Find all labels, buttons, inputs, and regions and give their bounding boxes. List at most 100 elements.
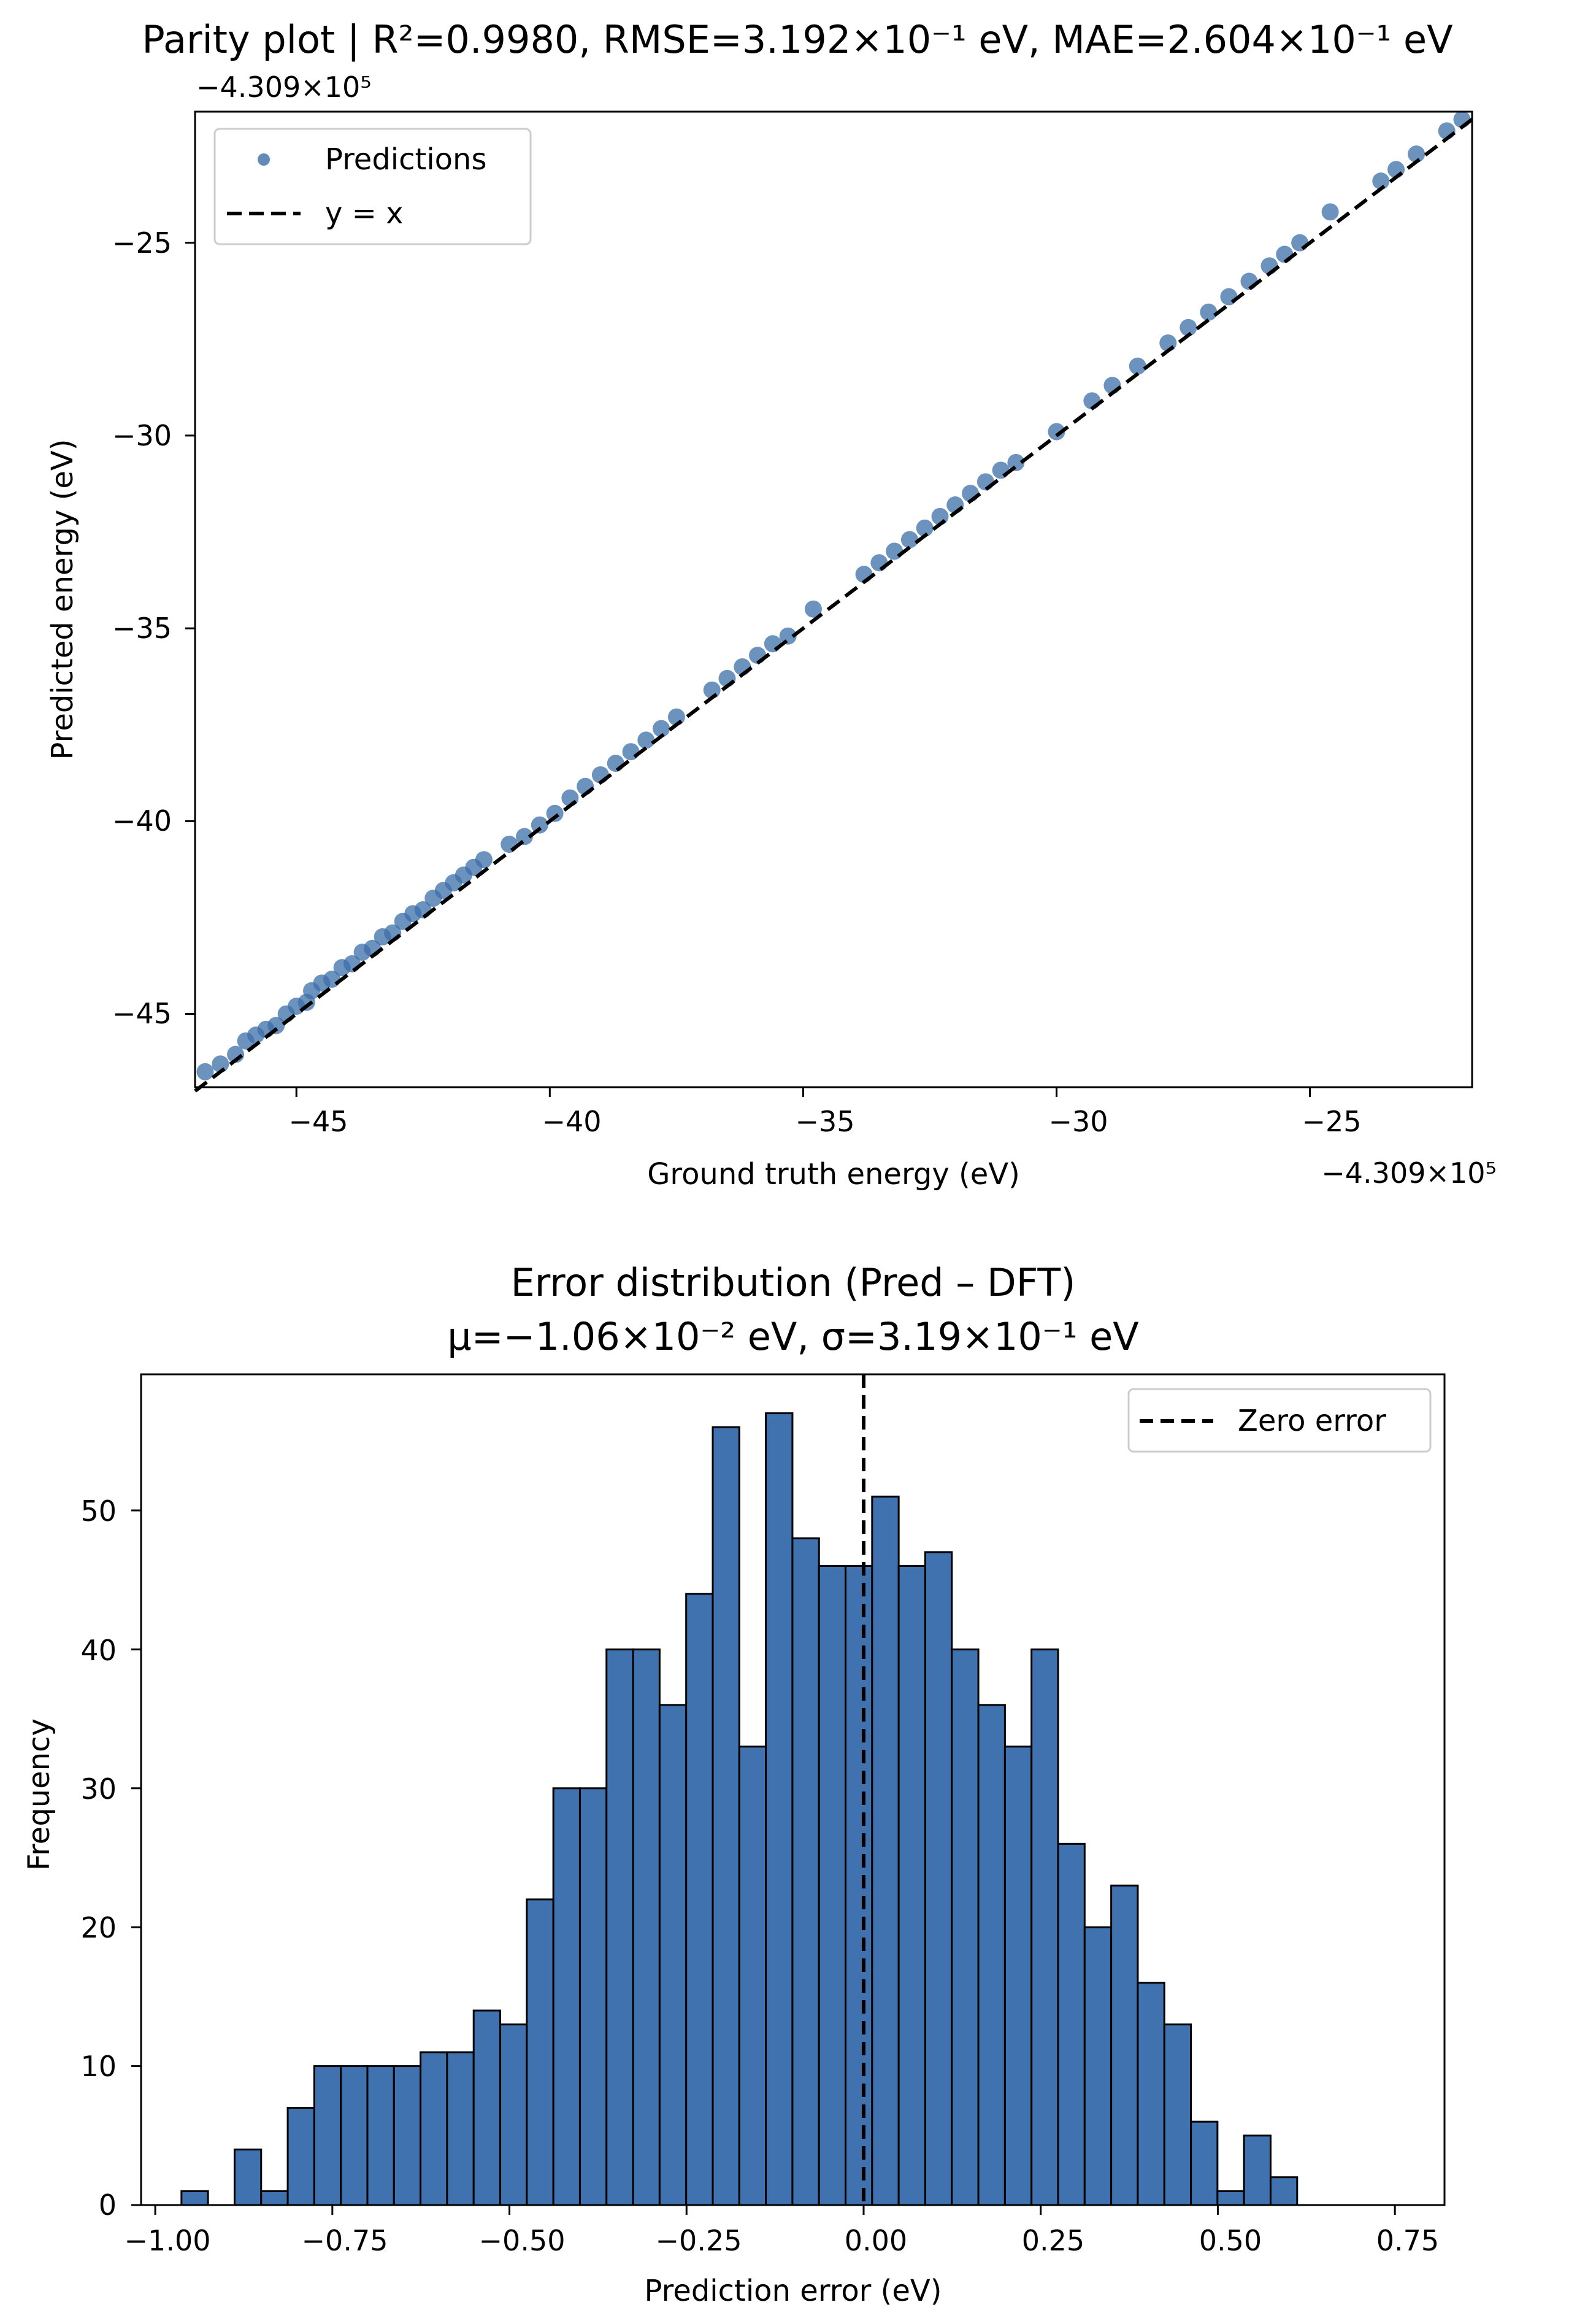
hist-xtick-label: −1.00 bbox=[125, 2224, 211, 2257]
hist-bar bbox=[632, 1648, 661, 2206]
parity-point bbox=[804, 600, 822, 618]
parity-point bbox=[1408, 145, 1425, 163]
parity-point bbox=[992, 461, 1010, 479]
hist-bar bbox=[1137, 1982, 1165, 2206]
parity-legend-label: Predictions bbox=[325, 142, 486, 177]
parity-point bbox=[196, 1063, 214, 1080]
parity-point bbox=[531, 816, 548, 834]
hist-bar bbox=[180, 2190, 209, 2206]
hist-bar bbox=[286, 2107, 315, 2206]
hist-xtick-label: −0.75 bbox=[302, 2224, 388, 2257]
hist-ytick-label: 40 bbox=[80, 1634, 117, 1667]
hist-xtick-label: 0.00 bbox=[845, 2224, 907, 2257]
parity-point bbox=[1048, 423, 1065, 441]
hist-bar bbox=[1163, 2023, 1192, 2206]
hist-legend-box bbox=[1127, 1388, 1432, 1453]
parity-point bbox=[886, 542, 904, 560]
hist-bar bbox=[526, 1898, 554, 2206]
hist-bar bbox=[340, 2065, 369, 2206]
hist-bar bbox=[1190, 2120, 1219, 2206]
hist-legend-label: Zero error bbox=[1238, 1404, 1386, 1438]
hist-bar bbox=[658, 1704, 688, 2206]
hist-bar bbox=[1269, 2176, 1299, 2206]
parity-legend-label: y = x bbox=[325, 196, 404, 231]
hist-bars bbox=[180, 1412, 1299, 2206]
parity-point bbox=[637, 731, 655, 749]
hist-bar bbox=[233, 2148, 263, 2206]
parity-ytick-label: −40 bbox=[112, 804, 172, 837]
parity-legend: Predictions y = x bbox=[213, 128, 532, 245]
hist-bar bbox=[765, 1412, 794, 2206]
hist-x-tick-marks bbox=[154, 2205, 1396, 2215]
parity-x-tick-marks bbox=[295, 1087, 1311, 1097]
hist-bar bbox=[446, 2051, 475, 2206]
hist-bar bbox=[845, 1565, 873, 2206]
hist-bar bbox=[897, 1565, 926, 2206]
parity-point bbox=[501, 836, 518, 853]
parity-point bbox=[1372, 172, 1390, 190]
parity-xtick-label: −35 bbox=[795, 1105, 854, 1138]
parity-ytick-label: −45 bbox=[112, 997, 172, 1030]
hist-plot-frame bbox=[140, 1373, 1446, 2206]
parity-title: Parity plot | R²=0.9980, RMSE=3.192×10⁻¹… bbox=[142, 17, 1452, 63]
hist-bar bbox=[605, 1648, 634, 2206]
parity-point bbox=[1180, 318, 1197, 336]
parity-ytick-label: −30 bbox=[112, 419, 172, 452]
hist-ytick-label: 0 bbox=[99, 2188, 117, 2222]
hist-ytick-label: 50 bbox=[80, 1495, 117, 1528]
hist-xtick-label: 0.50 bbox=[1199, 2224, 1262, 2257]
parity-xtick-label: −45 bbox=[288, 1105, 348, 1138]
parity-legend-marker bbox=[258, 153, 270, 166]
hist-y-tick-marks bbox=[131, 1509, 141, 2206]
hist-bar bbox=[951, 1648, 980, 2206]
hist-bar bbox=[420, 2051, 448, 2206]
parity-point bbox=[1007, 453, 1025, 471]
hist-bar bbox=[685, 1593, 714, 2206]
hist-ytick-label: 10 bbox=[80, 2050, 117, 2083]
hist-bar bbox=[578, 1787, 608, 2206]
hist-bar bbox=[1243, 2134, 1272, 2206]
hist-bar bbox=[818, 1565, 847, 2206]
parity-plot: Parity plot | R²=0.9980, RMSE=3.192×10⁻¹… bbox=[45, 17, 1497, 1191]
hist-ytick-label: 30 bbox=[80, 1773, 117, 1806]
parity-point bbox=[916, 519, 934, 537]
parity-x-axis-label: Ground truth energy (eV) bbox=[647, 1157, 1020, 1191]
hist-bar bbox=[393, 2065, 422, 2206]
parity-reference-line bbox=[194, 118, 1473, 1093]
hist-bar bbox=[1003, 1746, 1033, 2206]
hist-bar bbox=[313, 2065, 342, 2206]
parity-point bbox=[1291, 234, 1309, 252]
parity-y-offset-label: −4.309×10⁵ bbox=[196, 71, 372, 104]
hist-bar bbox=[1030, 1648, 1059, 2206]
hist-y-axis-label: Frequency bbox=[22, 1719, 56, 1871]
parity-point bbox=[267, 1017, 285, 1034]
parity-ytick-label: −25 bbox=[112, 226, 172, 260]
hist-bar bbox=[924, 1551, 953, 2206]
parity-point bbox=[870, 554, 888, 572]
histogram-plot: Error distribution (Pred – DFT) μ=−1.06×… bbox=[22, 1260, 1446, 2308]
hist-bar bbox=[1083, 1926, 1113, 2206]
parity-xtick-label: −40 bbox=[542, 1105, 601, 1138]
hist-bar bbox=[1057, 1842, 1086, 2206]
hist-bar bbox=[1110, 1884, 1139, 2206]
parity-xtick-label: −30 bbox=[1048, 1105, 1108, 1138]
hist-title: Error distribution (Pred – DFT) bbox=[511, 1260, 1076, 1305]
hist-bar bbox=[260, 2190, 289, 2206]
parity-point bbox=[516, 828, 534, 845]
parity-point bbox=[475, 851, 493, 869]
parity-point bbox=[1321, 203, 1339, 221]
parity-ytick-label: −35 bbox=[112, 612, 172, 645]
parity-point bbox=[1200, 303, 1218, 321]
hist-ytick-label: 20 bbox=[80, 1911, 117, 1944]
parity-point bbox=[1129, 357, 1146, 375]
parity-point bbox=[1220, 288, 1238, 306]
hist-x-axis-label: Prediction error (eV) bbox=[645, 2274, 942, 2308]
parity-point bbox=[779, 627, 797, 645]
hist-bar bbox=[1216, 2190, 1245, 2206]
hist-bar bbox=[472, 2009, 502, 2206]
hist-xtick-label: −0.25 bbox=[656, 2224, 742, 2257]
parity-point bbox=[900, 531, 918, 548]
parity-point bbox=[653, 720, 670, 737]
parity-y-tick-marks bbox=[185, 242, 195, 1015]
